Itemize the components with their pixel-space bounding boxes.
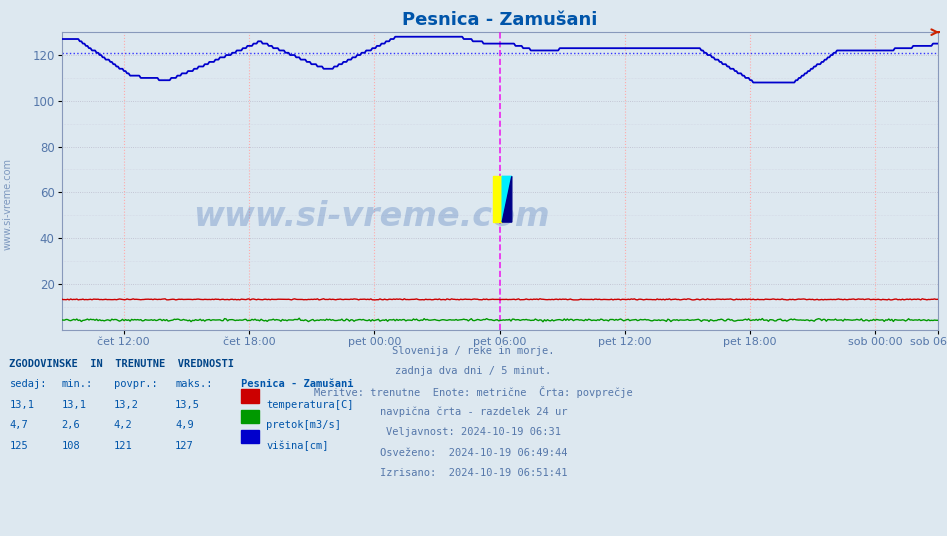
Text: Veljavnost: 2024-10-19 06:31: Veljavnost: 2024-10-19 06:31	[386, 427, 561, 437]
Text: 13,1: 13,1	[9, 400, 34, 410]
Text: www.si-vreme.com: www.si-vreme.com	[3, 158, 12, 250]
Text: višina[cm]: višina[cm]	[266, 441, 329, 451]
Text: ZGODOVINSKE  IN  TRENUTNE  VREDNOSTI: ZGODOVINSKE IN TRENUTNE VREDNOSTI	[9, 359, 235, 369]
Text: 4,7: 4,7	[9, 420, 28, 430]
Polygon shape	[492, 176, 502, 222]
Text: www.si-vreme.com: www.si-vreme.com	[193, 200, 549, 233]
Text: 125: 125	[9, 441, 28, 451]
Text: Pesnica - Zamušani: Pesnica - Zamušani	[241, 379, 354, 390]
Text: 108: 108	[62, 441, 80, 451]
Text: 121: 121	[114, 441, 133, 451]
Polygon shape	[502, 176, 511, 222]
Text: sedaj:: sedaj:	[9, 379, 47, 390]
Text: Meritve: trenutne  Enote: metrične  Črta: povprečje: Meritve: trenutne Enote: metrične Črta: …	[314, 386, 633, 398]
Text: Izrisano:  2024-10-19 06:51:41: Izrisano: 2024-10-19 06:51:41	[380, 468, 567, 478]
Text: min.:: min.:	[62, 379, 93, 390]
Text: pretok[m3/s]: pretok[m3/s]	[266, 420, 341, 430]
Text: 2,6: 2,6	[62, 420, 80, 430]
Text: Slovenija / reke in morje.: Slovenija / reke in morje.	[392, 346, 555, 356]
Text: navpična črta - razdelek 24 ur: navpična črta - razdelek 24 ur	[380, 407, 567, 418]
Text: maks.:: maks.:	[175, 379, 213, 390]
Polygon shape	[502, 176, 511, 222]
Text: povpr.:: povpr.:	[114, 379, 157, 390]
Text: 13,1: 13,1	[62, 400, 86, 410]
Text: 4,2: 4,2	[114, 420, 133, 430]
Text: Osveženo:  2024-10-19 06:49:44: Osveženo: 2024-10-19 06:49:44	[380, 448, 567, 458]
Text: zadnja dva dni / 5 minut.: zadnja dva dni / 5 minut.	[396, 366, 551, 376]
Text: 13,2: 13,2	[114, 400, 138, 410]
Text: temperatura[C]: temperatura[C]	[266, 400, 353, 410]
Title: Pesnica - Zamušani: Pesnica - Zamušani	[402, 11, 598, 29]
Text: 13,5: 13,5	[175, 400, 200, 410]
Text: 4,9: 4,9	[175, 420, 194, 430]
Text: 127: 127	[175, 441, 194, 451]
